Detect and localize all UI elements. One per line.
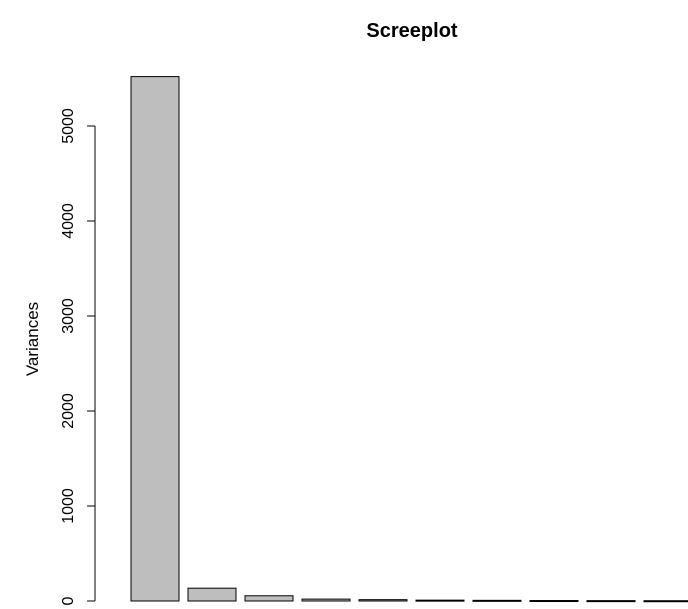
bars-group [130, 76, 688, 603]
y-tick-label: 1000 [60, 488, 77, 524]
bar-1 [130, 76, 180, 602]
bar-7 [472, 599, 522, 602]
y-tick-label: 4000 [60, 203, 77, 239]
bar-2 [187, 587, 237, 602]
y-tick-label: 5000 [60, 108, 77, 144]
bar-6 [415, 599, 465, 602]
bar-8 [529, 600, 579, 603]
chart-title: Screeplot [366, 20, 457, 42]
y-axis: 0 1000 2000 3000 4000 5000 [60, 108, 96, 605]
y-tick-label: 3000 [60, 298, 77, 334]
bar-4 [301, 598, 351, 602]
y-tick-label: 2000 [60, 393, 77, 429]
y-tick-label: 0 [60, 596, 77, 605]
bar-10 [643, 600, 688, 603]
bar-5 [358, 599, 408, 602]
bar-9 [586, 600, 636, 603]
y-axis-label: Variances [23, 302, 42, 376]
bar-3 [244, 595, 294, 602]
